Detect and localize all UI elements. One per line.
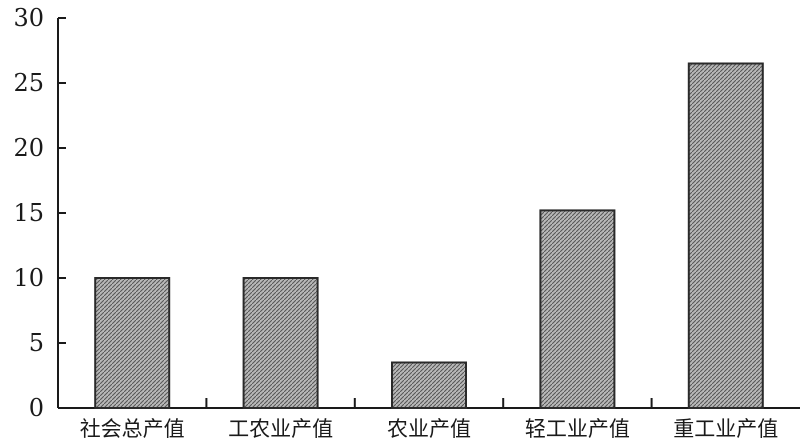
y-tick-label: 10 bbox=[13, 264, 44, 292]
y-tick-label: 5 bbox=[29, 329, 44, 357]
y-tick-label: 30 bbox=[13, 4, 44, 32]
x-category-label: 工农业产值 bbox=[228, 417, 333, 441]
x-axis: 社会总产值 工农业产值 农业产值 轻工业产值 重工业产值 bbox=[80, 398, 778, 441]
y-axis: 0 5 10 15 20 25 30 bbox=[13, 4, 66, 422]
y-tick-label: 15 bbox=[13, 199, 44, 227]
bar-series bbox=[94, 62, 764, 409]
x-category-label: 重工业产值 bbox=[673, 417, 778, 441]
bar-1 bbox=[94, 277, 171, 409]
x-category-label: 轻工业产值 bbox=[525, 417, 630, 441]
x-category-label: 农业产值 bbox=[387, 417, 471, 441]
bar-4 bbox=[539, 209, 616, 409]
y-tick-label: 0 bbox=[29, 394, 44, 422]
bar-2 bbox=[242, 277, 319, 409]
bar-5 bbox=[687, 62, 764, 409]
y-tick-label: 25 bbox=[13, 69, 44, 97]
x-category-label: 社会总产值 bbox=[80, 417, 185, 441]
bar-3 bbox=[391, 361, 467, 409]
y-tick-label: 20 bbox=[13, 134, 44, 162]
